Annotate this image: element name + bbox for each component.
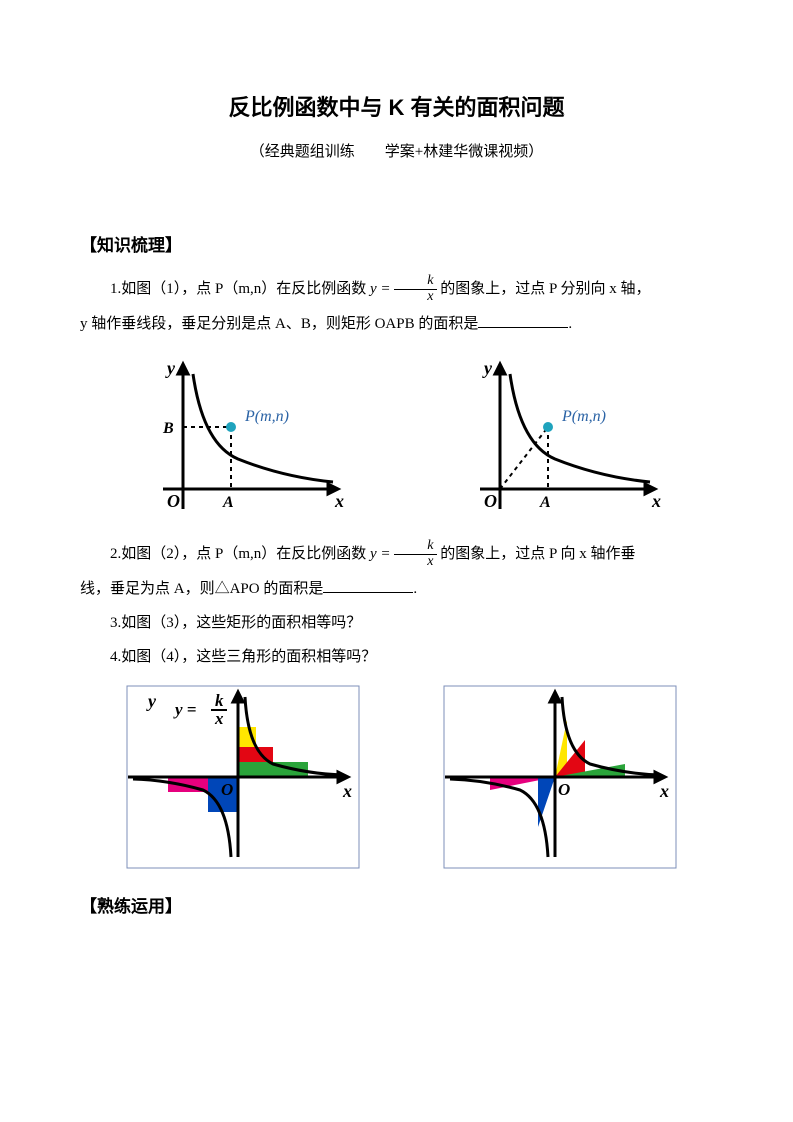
fig3-O-label: O (221, 780, 233, 799)
question-3: 3.如图（3），这些矩形的面积相等吗？ (80, 608, 713, 638)
q2-text-c: 线，垂足为点 A，则△APO 的面积是 (80, 581, 323, 597)
section-knowledge: 【知识梳理】 (80, 231, 713, 256)
q1-eq-lhs: y = (370, 281, 394, 297)
fig2-P-label: P(m,n) (561, 408, 606, 425)
page: 反比例函数中与 K 有关的面积问题 （经典题组训练 学案+林建华微课视频） 【知… (0, 0, 793, 1122)
figure-1: y x O A B P(m,n) (123, 349, 353, 519)
q1-fraction: kx (394, 274, 436, 304)
fig3-eq-k: k (215, 691, 224, 710)
fig4-O-label: O (558, 780, 570, 799)
question-1-line2: y 轴作垂线段，垂足分别是点 A、B，则矩形 OAPB 的面积是. (80, 309, 713, 339)
page-subtitle: （经典题组训练 学案+林建华微课视频） (80, 140, 713, 161)
fig1-B-label: B (162, 420, 174, 437)
fig2-A-label: A (539, 494, 551, 511)
fig1-O-label: O (167, 491, 180, 511)
q2-blank (323, 577, 413, 593)
q2-frac-den: x (394, 555, 436, 570)
q1-text-b: 的图象上，过点 P 分别向 x 轴， (440, 281, 650, 297)
fig4-x-label: x (659, 781, 669, 801)
fig1-y-label: y (165, 358, 176, 378)
page-title: 反比例函数中与 K 有关的面积问题 (80, 90, 713, 122)
question-2: 2.如图（2），点 P（m,n）在反比例函数 y = kx 的图象上，过点 P … (80, 539, 713, 570)
q2-text-d: . (413, 581, 417, 597)
fig3-y-label: y (146, 691, 157, 711)
fig2-y-label: y (482, 358, 493, 378)
fig1-P-label: P(m,n) (244, 408, 289, 425)
q2-text-a: 2.如图（2），点 P（m,n）在反比例函数 (110, 546, 370, 562)
q2-eq-lhs: y = (370, 546, 394, 562)
figure-3: y x O y = k x (113, 682, 363, 872)
fig3-x-label: x (342, 781, 352, 801)
question-1: 1.如图（1），点 P（m,n）在反比例函数 y = kx 的图象上，过点 P … (80, 274, 713, 305)
figure-4: x O (430, 682, 680, 872)
q1-text-d: . (568, 316, 572, 332)
q1-frac-den: x (394, 290, 436, 305)
fig2-x-label: x (651, 491, 661, 511)
figure-row-1: y x O A B P(m,n) y x O A P(m,n) (80, 349, 713, 519)
q1-frac-num: k (394, 274, 436, 290)
question-4: 4.如图（4），这些三角形的面积相等吗？ (80, 642, 713, 672)
section-practice: 【熟练运用】 (80, 892, 713, 917)
fig3-eq-y: y = (173, 700, 196, 719)
q2-fraction: kx (394, 539, 436, 569)
fig1-A-label: A (222, 494, 234, 511)
q1-blank (478, 312, 568, 328)
question-2-line2: 线，垂足为点 A，则△APO 的面积是. (80, 574, 713, 604)
figure-2: y x O A P(m,n) (440, 349, 670, 519)
fig3-eq-x: x (214, 709, 224, 728)
fig1-x-label: x (334, 491, 344, 511)
fig2-O-label: O (484, 491, 497, 511)
figure-row-2: y x O y = k x (80, 682, 713, 872)
q2-text-b: 的图象上，过点 P 向 x 轴作垂 (440, 546, 635, 562)
q1-text-a: 1.如图（1），点 P（m,n）在反比例函数 (110, 281, 370, 297)
q2-frac-num: k (394, 539, 436, 555)
q1-text-c: y 轴作垂线段，垂足分别是点 A、B，则矩形 OAPB 的面积是 (80, 316, 478, 332)
